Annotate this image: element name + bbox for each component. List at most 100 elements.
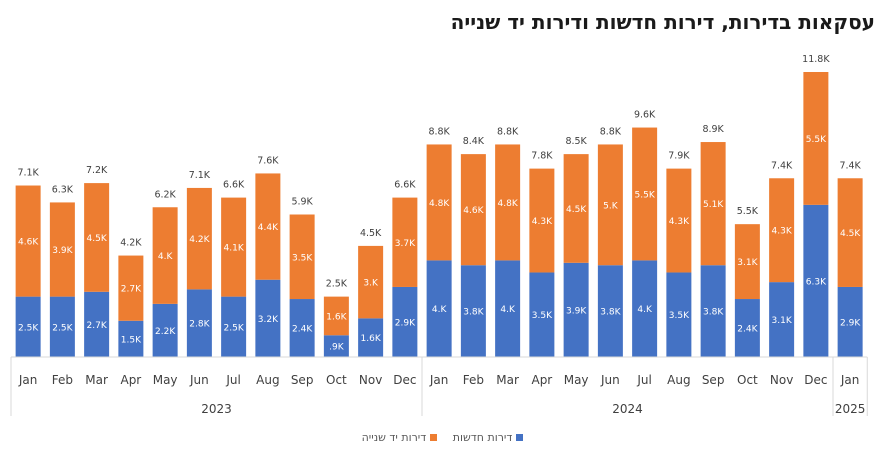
bar-second-hand-3 xyxy=(118,255,144,321)
chart-plot: 2.5K 4.6K 7.1K Jan 2.5K 3.9K 6.3K Feb 2.7K 4.5K 7.… xyxy=(10,54,868,416)
x-tick-22: Nov xyxy=(770,373,793,387)
bar-new-16 xyxy=(563,262,589,357)
label-total-23: 11.8K xyxy=(802,54,830,65)
label-second-hand-8: 3.5K xyxy=(292,253,313,263)
bar-second-hand-8 xyxy=(289,214,315,300)
x-tick-15: Apr xyxy=(531,373,552,387)
label-new-3: 1.5K xyxy=(121,335,142,345)
label-new-14: 4.K xyxy=(500,305,516,315)
x-tick-18: Jul xyxy=(636,373,651,387)
label-total-7: 7.6K xyxy=(257,155,279,166)
label-new-1: 2.5K xyxy=(52,323,73,333)
label-second-hand-23: 5.5K xyxy=(806,135,827,145)
x-tick-7: Aug xyxy=(256,373,279,387)
label-second-hand-13: 4.6K xyxy=(463,206,484,216)
bar-new-4 xyxy=(152,303,178,357)
label-new-9: .9K xyxy=(329,343,345,353)
chart-title: עסקאות בדירות, דירות חדשות ודירות יד שני… xyxy=(450,10,875,34)
label-second-hand-5: 4.2K xyxy=(189,235,210,245)
legend-swatch-second-hand-apartments xyxy=(430,434,438,441)
label-second-hand-6: 4.1K xyxy=(224,244,245,254)
bar-second-hand-16 xyxy=(563,154,589,263)
bar-new-1 xyxy=(49,296,75,357)
bar-new-12 xyxy=(426,260,452,357)
bar-second-hand-0 xyxy=(15,185,41,297)
bar-second-hand-9 xyxy=(323,296,349,336)
label-new-15: 3.5K xyxy=(532,311,553,321)
x-tick-5: Jun xyxy=(189,373,209,387)
bar-new-18 xyxy=(632,260,658,357)
label-new-17: 3.8K xyxy=(600,308,621,318)
bar-new-3 xyxy=(118,320,144,357)
label-second-hand-10: 3.K xyxy=(363,279,379,289)
bar-second-hand-24 xyxy=(837,178,863,287)
label-second-hand-17: 5.K xyxy=(603,201,619,211)
label-total-10: 4.5K xyxy=(360,228,382,239)
label-new-21: 2.4K xyxy=(737,325,758,335)
label-new-18: 4.K xyxy=(637,305,653,315)
label-second-hand-9: 1.6K xyxy=(326,312,347,322)
label-total-2: 7.2K xyxy=(86,165,108,176)
bar-new-13 xyxy=(460,265,486,357)
label-second-hand-24: 4.5K xyxy=(840,229,861,239)
bar-new-15 xyxy=(529,272,555,357)
label-second-hand-15: 4.3K xyxy=(532,217,553,227)
label-total-4: 6.2K xyxy=(154,189,176,200)
bar-second-hand-7 xyxy=(255,173,281,280)
bar-new-6 xyxy=(221,296,247,357)
x-tick-19: Aug xyxy=(667,373,690,387)
bar-second-hand-15 xyxy=(529,168,555,273)
bar-new-0 xyxy=(15,296,41,357)
x-tick-14: Mar xyxy=(496,373,519,387)
bar-new-14 xyxy=(495,260,521,357)
label-new-5: 2.8K xyxy=(189,320,210,330)
bar-second-hand-4 xyxy=(152,207,178,304)
label-new-10: 1.6K xyxy=(361,334,382,344)
legend-label-new-apartments: דירות חדשות xyxy=(452,431,513,444)
label-second-hand-22: 4.3K xyxy=(772,227,793,237)
label-second-hand-21: 3.1K xyxy=(737,258,758,268)
legend-swatch-new-apartments xyxy=(516,434,524,441)
bar-second-hand-10 xyxy=(358,245,384,319)
label-total-14: 8.8K xyxy=(497,126,519,137)
label-total-17: 8.8K xyxy=(600,126,622,137)
label-new-8: 2.4K xyxy=(292,325,313,335)
bar-second-hand-19 xyxy=(666,168,692,273)
label-total-20: 8.9K xyxy=(702,124,724,135)
label-second-hand-18: 5.5K xyxy=(635,190,656,200)
label-total-5: 7.1K xyxy=(189,170,211,181)
x-tick-0: Jan xyxy=(18,373,38,387)
bar-second-hand-1 xyxy=(49,202,75,297)
bar-second-hand-11 xyxy=(392,197,418,287)
bar-new-2 xyxy=(84,291,110,357)
bar-second-hand-22 xyxy=(769,178,795,283)
label-new-19: 3.5K xyxy=(669,311,690,321)
label-total-21: 5.5K xyxy=(737,206,759,217)
label-new-13: 3.8K xyxy=(463,308,484,318)
bar-second-hand-17 xyxy=(597,144,623,266)
x-tick-1: Feb xyxy=(52,373,73,387)
bar-new-22 xyxy=(769,282,795,357)
bar-second-hand-14 xyxy=(495,144,521,261)
bar-new-8 xyxy=(289,299,315,357)
bar-second-hand-21 xyxy=(734,224,760,300)
label-new-6: 2.5K xyxy=(224,323,245,333)
label-total-9: 2.5K xyxy=(326,279,348,290)
bar-new-24 xyxy=(837,286,863,357)
label-new-24: 2.9K xyxy=(840,318,861,328)
label-new-7: 3.2K xyxy=(258,315,279,325)
label-second-hand-14: 4.8K xyxy=(498,199,519,209)
label-total-13: 8.4K xyxy=(463,136,485,147)
x-tick-24: Jan xyxy=(840,373,860,387)
bar-new-23 xyxy=(803,204,829,357)
x-tick-4: May xyxy=(153,373,178,387)
x-tick-11: Dec xyxy=(393,373,416,387)
label-second-hand-11: 3.7K xyxy=(395,239,416,249)
label-new-23: 6.3K xyxy=(806,277,827,287)
label-second-hand-19: 4.3K xyxy=(669,217,690,227)
x-tick-9: Oct xyxy=(326,373,347,387)
bar-second-hand-18 xyxy=(632,127,658,261)
x-tick-2: Mar xyxy=(85,373,108,387)
x-group-label-2025: 2025 xyxy=(835,402,866,416)
label-total-0: 7.1K xyxy=(17,168,39,179)
